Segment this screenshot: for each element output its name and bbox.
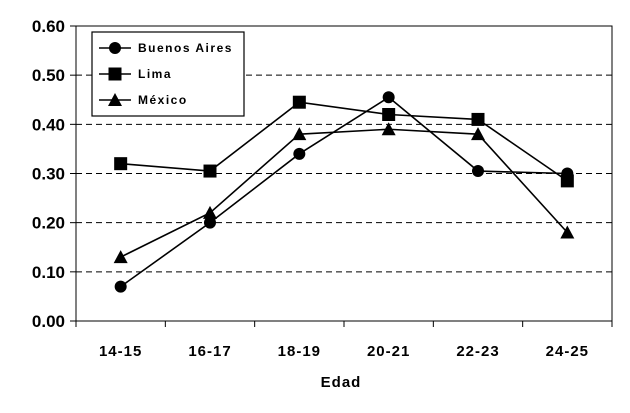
data-point-triangle [203, 205, 217, 219]
data-point-circle [472, 165, 484, 178]
x-tick-label: 16-17 [188, 343, 231, 360]
data-point-square [114, 157, 128, 171]
data-point-square [471, 112, 485, 126]
axes: 0.00 0.10 0.20 0.30 0.40 0.50 0.60 14-15 16-17 18… [32, 17, 613, 360]
data-point-triangle [560, 225, 575, 239]
y-tick-label: 0.10 [32, 263, 65, 282]
legend-item: México [99, 93, 188, 107]
y-tick-label: 0.60 [32, 17, 65, 36]
x-tick-label: 22-23 [456, 343, 499, 360]
y-tick-label: 0.20 [32, 214, 65, 233]
legend-item: Lima [99, 67, 172, 81]
x-tick-label: 18-19 [278, 343, 321, 360]
x-tick-label: 24-25 [546, 343, 589, 360]
legend: Buenos Aires Lima México [91, 31, 245, 117]
series-m-xico [113, 122, 575, 264]
data-point-square [382, 108, 396, 121]
legend-item: Buenos Aires [99, 41, 233, 55]
legend-label: Buenos Aires [138, 41, 233, 55]
series-lima [114, 95, 574, 188]
data-point-circle [293, 147, 306, 160]
y-tick-label: 0.30 [32, 165, 65, 184]
legend-marker-triangle [108, 93, 122, 106]
series-line [120, 128, 568, 258]
legend-marker-circle [109, 42, 121, 54]
x-axis-title: Edad [321, 374, 362, 391]
y-tick-label: 0.50 [32, 66, 65, 85]
data-point-square [203, 164, 217, 178]
legend-label: Lima [138, 67, 172, 81]
data-point-circle [114, 280, 127, 293]
series-line [120, 96, 568, 288]
y-tick-label: 0.40 [32, 115, 65, 134]
x-tick-label: 20-21 [367, 343, 410, 360]
x-tick-label: 14-15 [99, 343, 142, 360]
data-point-circle [382, 91, 395, 104]
series-buenos-aires [114, 91, 574, 293]
data-point-triangle [381, 122, 396, 136]
data-point-square [292, 95, 306, 109]
data-point-square [560, 174, 574, 188]
data-point-circle [204, 216, 216, 229]
y-tick-label: 0.00 [32, 312, 65, 331]
data-point-triangle [113, 250, 128, 264]
data-point-triangle [292, 127, 307, 141]
legend-marker-square [108, 67, 122, 81]
data-point-triangle [471, 127, 485, 141]
series-group [113, 91, 575, 293]
series-line [120, 101, 568, 182]
legend-label: México [138, 93, 188, 107]
